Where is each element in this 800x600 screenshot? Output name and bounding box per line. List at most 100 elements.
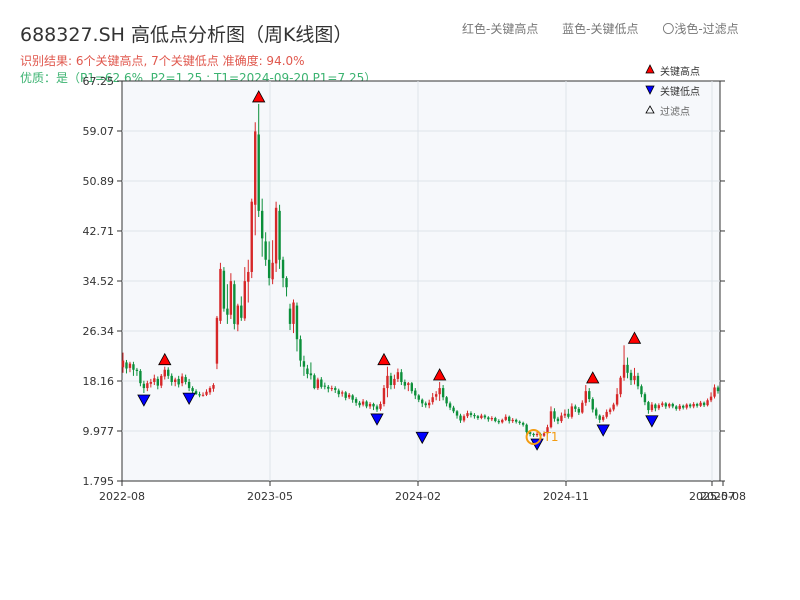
x-tick-label: 2024-02: [395, 490, 441, 503]
candle-body: [160, 375, 163, 386]
candle-body: [508, 416, 511, 422]
gridlines: [122, 81, 720, 481]
legend-light-filtered: 〇浅色-过滤点: [662, 22, 739, 36]
candle-body: [347, 394, 351, 398]
candle-body: [612, 404, 615, 410]
candle-body: [605, 411, 608, 417]
candle-body: [431, 397, 434, 403]
candle-body: [473, 414, 476, 417]
y-tick-label: 59.07: [83, 125, 115, 138]
y-axis: 1.795 9.977 18.16 26.34 34.52 42.71 50.89 59.07…: [83, 75, 725, 488]
candle-body: [240, 305, 243, 318]
candle-body: [403, 381, 407, 386]
key-low-marker: [415, 431, 429, 445]
filtered-point-label: T1: [543, 430, 559, 444]
candle-body: [396, 372, 400, 379]
candle-body: [306, 368, 309, 375]
candle-body: [139, 370, 142, 384]
candle-body: [671, 403, 674, 407]
markers: T1: [137, 90, 659, 451]
candle-body: [487, 417, 490, 420]
candle-body: [570, 406, 574, 417]
candle-body: [177, 378, 180, 385]
candle-body: [208, 388, 212, 393]
candle-body: [236, 305, 240, 325]
candle-body: [494, 418, 497, 422]
candle-body: [372, 403, 375, 407]
filtered-point-marker: [525, 428, 542, 445]
candle-body: [445, 397, 448, 404]
candle-body: [469, 413, 473, 415]
candle-body: [678, 405, 681, 409]
candle-body: [699, 402, 702, 406]
candle-body: [511, 419, 514, 422]
candle-body: [664, 403, 668, 407]
candle-body: [226, 308, 229, 315]
candle-body: [400, 372, 403, 382]
legend-marker-low: [645, 85, 655, 95]
candle-body: [257, 134, 260, 211]
candle-body: [608, 409, 612, 412]
x-tick-label: 2025-08: [700, 490, 746, 503]
candle-body: [626, 364, 629, 373]
key-high-marker: [586, 371, 600, 384]
candle-body: [514, 419, 518, 422]
candle-body: [452, 407, 455, 412]
candle-body: [271, 262, 274, 280]
candle-body: [574, 406, 577, 409]
candle-body: [504, 416, 507, 420]
candle-body: [337, 390, 340, 395]
candle-body: [274, 207, 278, 264]
x-tick-label: 2023-05: [247, 490, 293, 503]
candle-body: [316, 379, 320, 389]
candle-body: [657, 405, 661, 409]
candle-body: [247, 271, 250, 282]
page-title: 688327.SH 高低点分析图（周K线图）: [20, 24, 353, 46]
candle-body: [455, 411, 459, 416]
candle-body: [187, 381, 191, 389]
candle-body: [643, 394, 647, 403]
candle-body: [167, 369, 170, 376]
candle-body: [466, 413, 469, 417]
candle-body: [201, 394, 205, 396]
x-axis: 2022-08 2023-05 2024-02 2024-11 2025-072025-…: [99, 481, 746, 503]
candle-body: [198, 394, 201, 396]
candle-body: [598, 415, 601, 420]
key-high-marker: [377, 352, 391, 366]
candle-body: [490, 418, 494, 420]
candle-body: [191, 388, 194, 392]
key-low-marker: [596, 424, 610, 437]
candle-body: [215, 317, 219, 364]
candle-body: [682, 405, 685, 408]
chart-legend: 关键高点 关键低点 过滤点: [645, 64, 700, 118]
candle-body: [250, 201, 253, 272]
x-tick-label: 2024-11: [543, 490, 589, 503]
key-low-marker: [645, 415, 659, 428]
candle-body: [661, 403, 664, 406]
candle-body: [222, 270, 226, 309]
candle-body: [229, 281, 233, 315]
y-tick-label: 18.16: [83, 375, 115, 388]
candle-body: [121, 360, 125, 368]
candle-body: [281, 259, 285, 279]
candle-body: [629, 372, 633, 381]
candle-body: [518, 421, 521, 423]
candle-body: [264, 241, 267, 260]
candle-body: [302, 361, 306, 367]
candle-body: [414, 390, 417, 396]
candle-body: [675, 406, 678, 409]
candle-body: [330, 388, 333, 390]
color-legend: 红色-关键高点 蓝色-关键低点 〇浅色-过滤点: [462, 20, 739, 37]
key-low-marker: [137, 394, 151, 407]
y-tick-label: 1.795: [83, 475, 115, 488]
candle-body: [640, 386, 643, 395]
candle-body: [379, 403, 382, 409]
candle-body: [713, 387, 716, 397]
candle-body: [417, 395, 420, 400]
candle-body: [685, 404, 688, 408]
key-high-marker: [627, 331, 642, 344]
candle-body: [285, 278, 288, 288]
candle-body: [692, 403, 695, 407]
legend-blue-low: 蓝色-关键低点: [562, 22, 639, 36]
